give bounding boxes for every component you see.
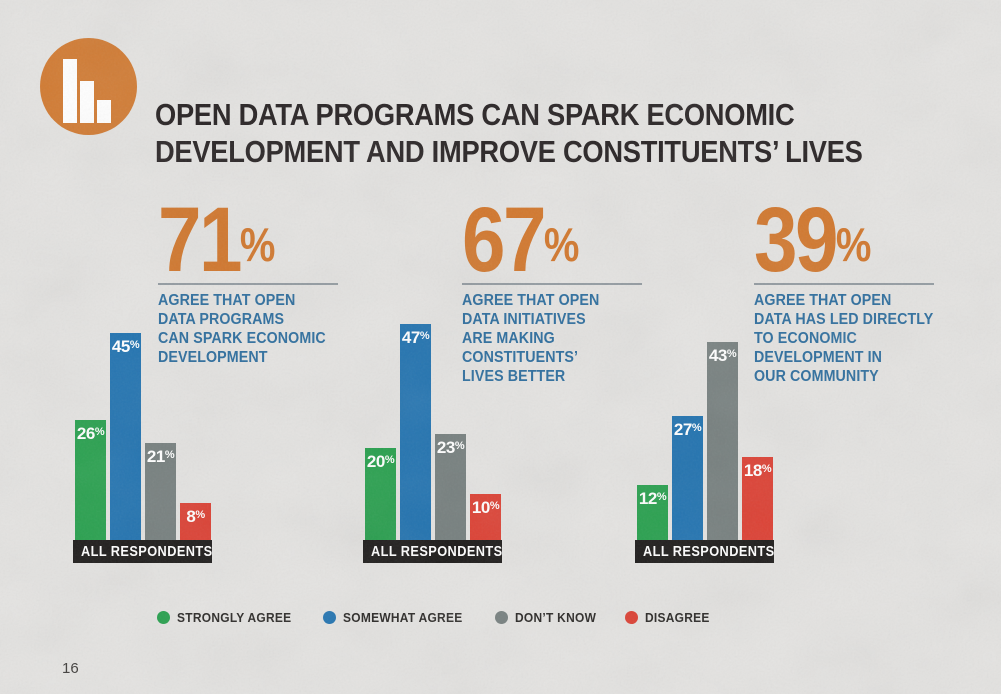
bar-value-label: 27% [673,420,702,439]
legend-dot [625,610,639,624]
bar-somewhat-agree: 27% [672,416,703,540]
bar-value-label: 21% [146,447,175,466]
stat-block-economic-development-community: 39% AGREE THAT OPEN DATA HAS LED DIRECTL… [754,189,969,386]
bar-strongly-agree: 26% [75,420,106,540]
bar-chart-2: 20% 47% 23% 10% ALL RESPONDENTS [363,0,502,563]
legend-label: DON’T KNOW [515,609,597,625]
stat-description: AGREE THAT OPEN DATA HAS LED DIRECTLY TO… [754,292,934,385]
bar-chart-1: 26% 45% 21% 8% ALL RESPONDENTS [73,0,212,563]
bar-strongly-agree: 12% [637,485,668,540]
bar-somewhat-agree: 47% [400,324,431,540]
bar-value-label: 10% [471,498,500,517]
legend-label: STRONGLY AGREE [177,609,292,625]
legend-label: DISAGREE [645,609,711,625]
legend-item-somewhat-agree: SOMEWHAT AGREE [323,610,473,625]
legend-label: SOMEWHAT AGREE [343,609,463,625]
x-axis-label-bar: ALL RESPONDENTS [73,540,212,563]
x-axis-label-bar: ALL RESPONDENTS [635,540,774,563]
x-axis-label: ALL RESPONDENTS [371,543,503,560]
bar-value-label: 47% [401,328,430,347]
stat-value: 39% [754,189,872,291]
bar-chart-3: 12% 27% 43% 18% ALL RESPONDENTS [635,0,774,563]
bar-group: 12% 27% 43% 18% [637,342,773,540]
legend-item-don-t-know: DON’T KNOW [495,610,603,625]
legend-dot [323,610,337,624]
bar-don-t-know: 43% [707,342,738,540]
bar-don-t-know: 23% [435,434,466,540]
page-number: 16 [62,660,79,677]
x-axis-label-bar: ALL RESPONDENTS [363,540,502,563]
legend-item-strongly-agree: STRONGLY AGREE [157,610,301,625]
legend-item-disagree: DISAGREE [625,610,715,625]
legend-dot [157,610,170,624]
bar-group: 20% 47% 23% 10% [365,324,501,540]
bar-group: 26% 45% 21% 8% [75,333,211,540]
percent-sign: % [239,218,276,271]
bar-value-label: 20% [366,452,395,471]
bar-value-label: 43% [708,346,737,365]
bar-strongly-agree: 20% [365,448,396,540]
bar-value-label: 18% [743,461,772,480]
x-axis-label: ALL RESPONDENTS [81,543,213,560]
bar-somewhat-agree: 45% [110,333,141,540]
legend: STRONGLY AGREE SOMEWHAT AGREE DON’T KNOW DI… [157,604,716,630]
page-title: OPEN DATA PROGRAMS CAN SPARK ECONOMIC DE… [155,97,863,169]
percent-sign: % [543,218,580,271]
percent-sign: % [835,218,872,271]
bar-value-label: 45% [111,337,140,356]
bar-don-t-know: 21% [145,443,176,540]
bar-value-label: 8% [186,507,205,526]
bar-value-label: 23% [436,438,465,457]
bar-disagree: 10% [470,494,501,540]
bar-value-label: 12% [638,489,667,508]
legend-dot [495,610,509,624]
bar-disagree: 8% [180,503,211,540]
x-axis-label: ALL RESPONDENTS [643,543,775,560]
bar-disagree: 18% [742,457,773,540]
bar-value-label: 26% [76,424,105,443]
